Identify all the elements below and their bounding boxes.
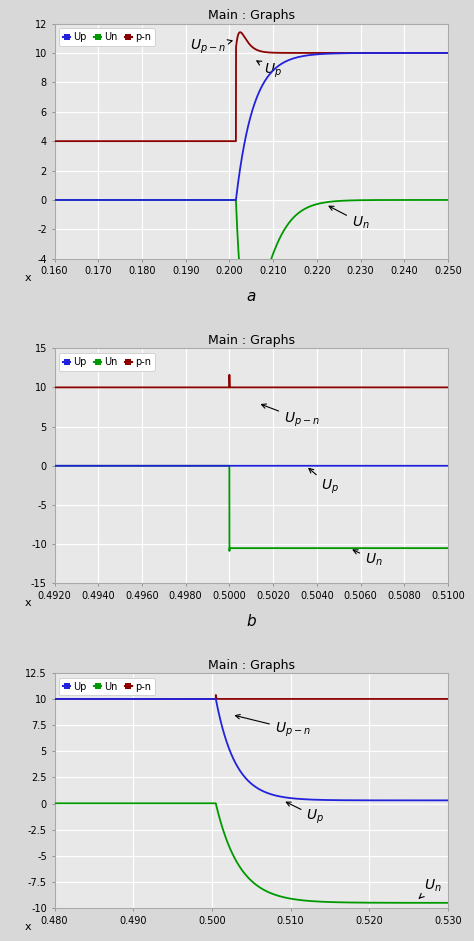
Text: $U_{p-n}$: $U_{p-n}$ <box>262 404 320 429</box>
Text: $U_p$: $U_p$ <box>286 802 324 825</box>
Text: $U_n$: $U_n$ <box>329 206 369 231</box>
Text: $U_n$: $U_n$ <box>353 550 383 568</box>
Text: a: a <box>246 290 256 304</box>
Text: x: x <box>25 922 32 933</box>
Text: x: x <box>25 273 32 283</box>
Legend: Up, Un, p-n: Up, Un, p-n <box>59 353 155 371</box>
Text: $U_p$: $U_p$ <box>257 61 282 80</box>
Legend: Up, Un, p-n: Up, Un, p-n <box>59 678 155 695</box>
Title: Main : Graphs: Main : Graphs <box>208 659 295 672</box>
Text: $U_p$: $U_p$ <box>309 469 339 496</box>
Title: Main : Graphs: Main : Graphs <box>208 334 295 347</box>
Text: $U_{p-n}$: $U_{p-n}$ <box>236 714 310 739</box>
Legend: Up, Un, p-n: Up, Un, p-n <box>59 28 155 46</box>
Text: $U_{p-n}$: $U_{p-n}$ <box>190 38 232 56</box>
Title: Main : Graphs: Main : Graphs <box>208 9 295 23</box>
Text: b: b <box>246 614 256 629</box>
Text: $U_n$: $U_n$ <box>419 877 442 899</box>
Text: c: c <box>247 938 255 941</box>
Text: x: x <box>25 598 32 608</box>
